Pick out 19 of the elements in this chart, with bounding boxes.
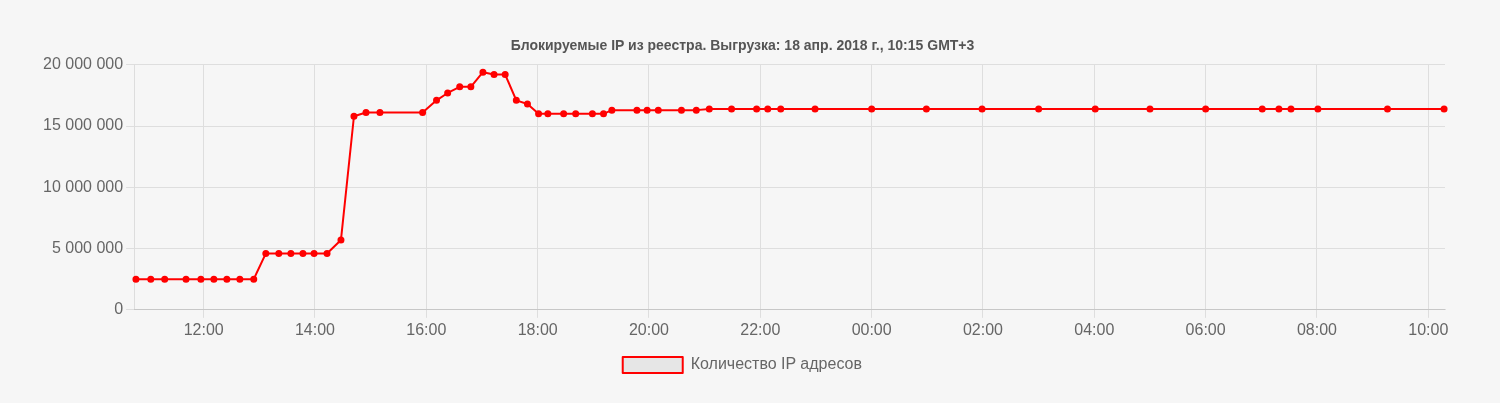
x-tick-label: 22:00: [740, 320, 781, 338]
x-tick-label: 10:00: [1408, 320, 1449, 338]
x-tick-label: 00:00: [851, 320, 892, 338]
x-tick-label: 02:00: [962, 320, 1004, 338]
x-tick-label: 12:00: [183, 320, 224, 338]
x-tick-label: 18:00: [517, 320, 558, 338]
x-tick-label: 20:00: [628, 320, 670, 338]
chart-title: Блокируемые IP из реестра. Выгрузка: 18 апр. 2018 г., 10:15 GMT+3: [510, 37, 975, 54]
y-tick-label: 0: [114, 300, 124, 318]
y-tick-label: 15 000 000: [43, 116, 124, 134]
legend-label: Количество IP адресов: [690, 355, 862, 373]
y-tick-label: 5 000 000: [51, 238, 124, 256]
y-tick-label: 10 000 000: [43, 177, 124, 195]
x-tick-label: 06:00: [1185, 320, 1226, 338]
x-tick-label: 08:00: [1296, 320, 1338, 338]
x-tick-label: 14:00: [294, 320, 336, 338]
x-tick-label: 04:00: [1074, 320, 1115, 338]
x-tick-label: 16:00: [406, 320, 447, 338]
y-tick-label: 20 000 000: [43, 55, 124, 73]
